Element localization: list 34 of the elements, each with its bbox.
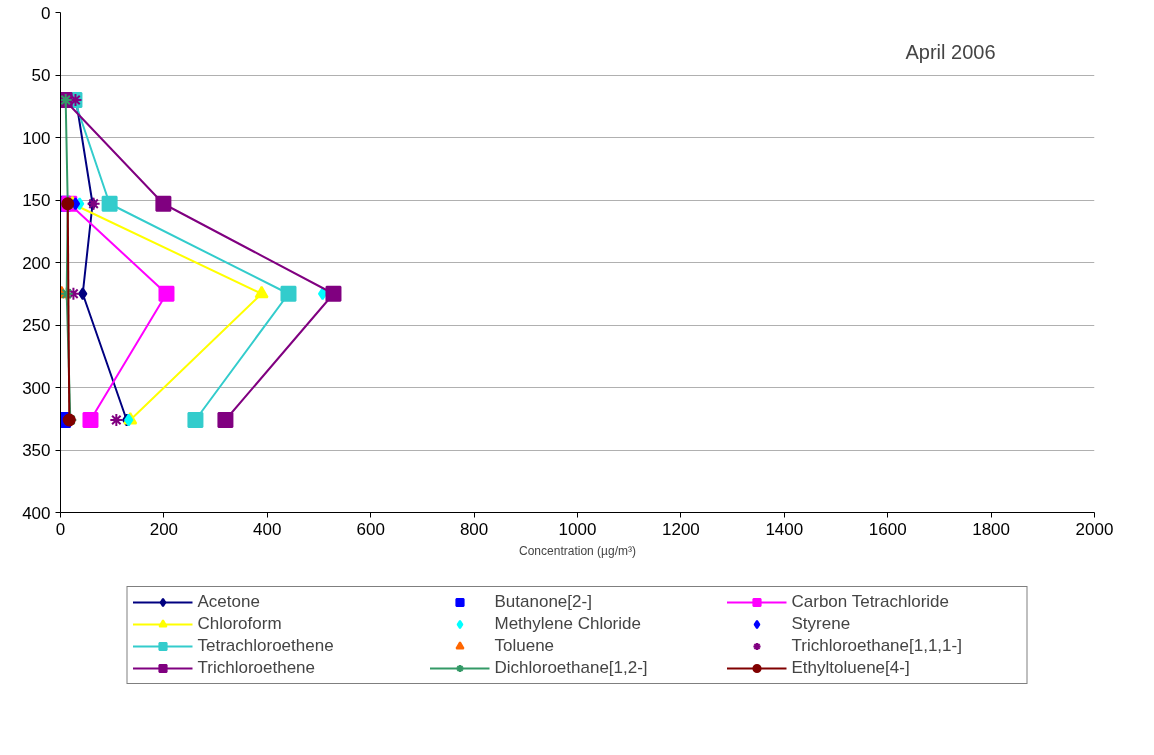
x-tick-label: 2000 xyxy=(1075,519,1114,539)
legend-label: Acetone xyxy=(197,592,261,612)
legend-label: Ethyltoluene[4-] xyxy=(791,658,911,678)
x-tick-label: 400 xyxy=(253,519,282,539)
x-tick-label: 600 xyxy=(356,519,385,539)
x-tick-label: 1400 xyxy=(765,519,804,539)
x-tick-label: 1000 xyxy=(558,519,597,539)
legend-label: Trichloroethane[1,1,1-] xyxy=(791,636,963,656)
x-axis-title: Concentration (µg/m³) xyxy=(519,543,636,558)
legend-label: Toluene xyxy=(494,636,556,656)
y-tick-label: 350 xyxy=(22,441,51,460)
y-tick-label: 250 xyxy=(22,316,51,335)
y-tick-label: 50 xyxy=(31,66,51,85)
annotation: April 2006 xyxy=(905,40,996,63)
y-tick-label: 100 xyxy=(22,128,51,148)
legend-label: Methylene Chloride xyxy=(494,614,642,634)
legend-label: Trichloroethene xyxy=(197,658,316,678)
legend-label: Styrene xyxy=(791,614,852,634)
legend-label: Dichloroethane[1,2-] xyxy=(494,658,649,678)
y-tick-label: 400 xyxy=(22,503,51,523)
y-tick-label: 150 xyxy=(22,191,51,210)
x-tick-label: 1800 xyxy=(972,519,1011,539)
legend-label: Tetrachloroethene xyxy=(197,636,335,656)
x-tick-label: 1600 xyxy=(868,519,907,539)
x-tick-label: 0 xyxy=(55,519,66,539)
y-tick-label: 300 xyxy=(22,378,51,398)
x-tick-label: 800 xyxy=(459,519,489,539)
x-tick-label: 1200 xyxy=(661,519,700,539)
y-tick-label: 200 xyxy=(22,253,51,273)
x-tick-label: 200 xyxy=(149,519,179,539)
legend-label: Chloroform xyxy=(197,614,283,634)
y-tick-label: 0 xyxy=(41,3,51,23)
legend-label: Carbon Tetrachloride xyxy=(791,592,950,612)
legend-label: Butanone[2-] xyxy=(494,592,593,612)
